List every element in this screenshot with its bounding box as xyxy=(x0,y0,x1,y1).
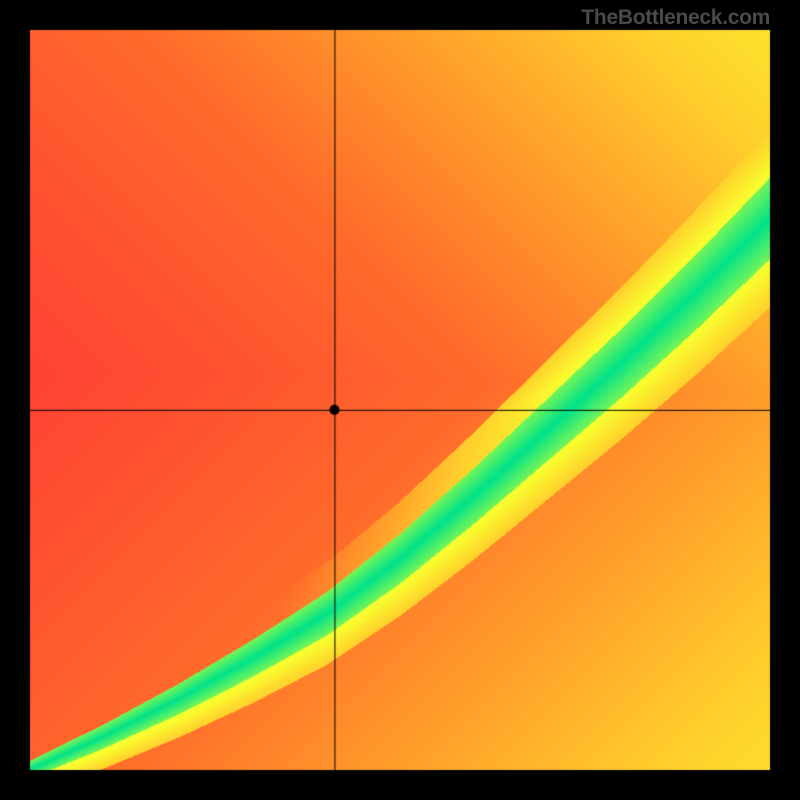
bottleneck-heatmap xyxy=(0,0,800,800)
watermark-text: TheBottleneck.com xyxy=(581,6,770,30)
